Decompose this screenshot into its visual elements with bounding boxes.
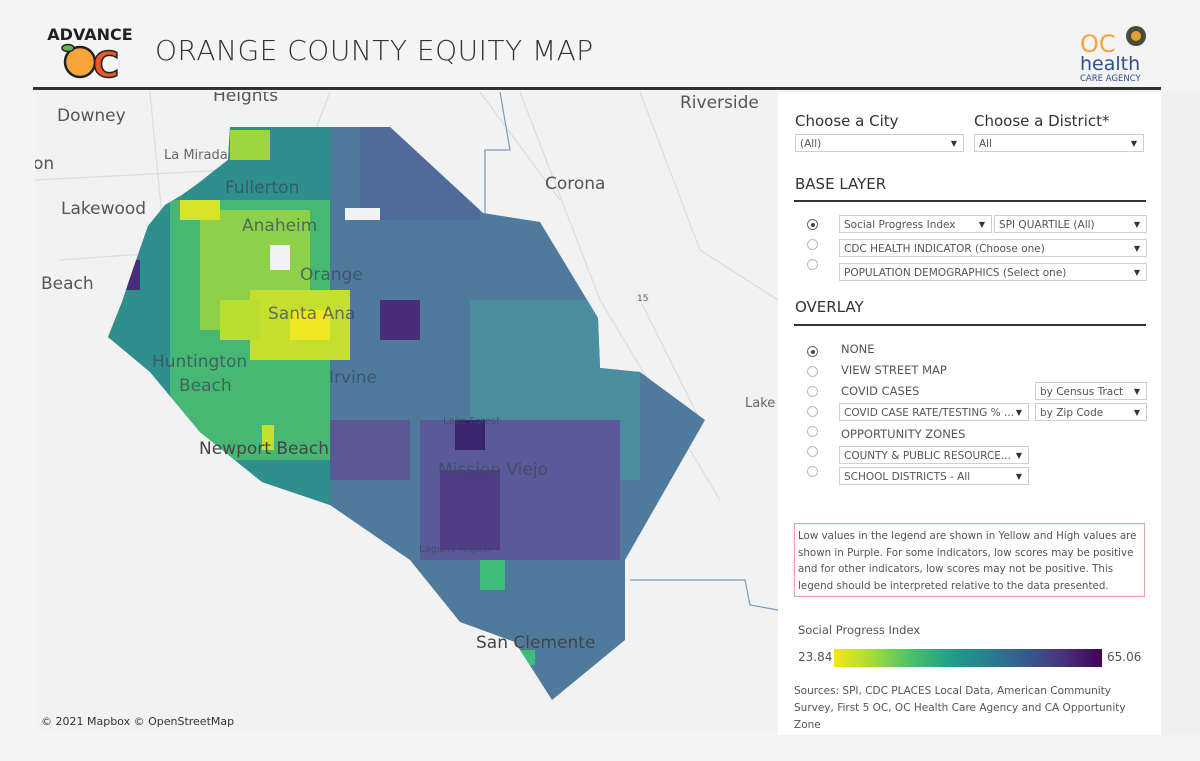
chevron-down-icon: ▼ [1130, 139, 1137, 148]
dropdown-value: COUNTY & PUBLIC RESOURCE... [844, 450, 1011, 462]
base-layer-heading: BASE LAYER [795, 175, 887, 193]
control-panel: Choose a City (All) ▼ Choose a District* … [778, 92, 1161, 735]
population-demographics-dropdown[interactable]: POPULATION DEMOGRAPHICS (Select one) ▼ [839, 263, 1147, 281]
map-label-mission-viejo: Mission Viejo [438, 460, 548, 480]
dropdown-value: by Zip Code [1040, 407, 1104, 419]
right-margin [1161, 92, 1200, 735]
overlay-option-opportunity-zones[interactable]: OPPORTUNITY ZONES [841, 427, 966, 441]
dropdown-value: SCHOOL DISTRICTS - All [844, 471, 971, 483]
equity-map[interactable]: Heights Downey La Mirada on Lakewood Bea… [35, 92, 778, 730]
map-label-lake-e: Lake E [745, 396, 778, 411]
advance-oc-logo: ADVANCE C [47, 25, 132, 80]
chevron-down-icon: ▼ [1133, 220, 1140, 229]
spi-quartile-dropdown[interactable]: SPI QUARTILE (All) ▼ [994, 215, 1147, 233]
overlay-radio-covid-rate[interactable] [807, 406, 818, 417]
legend-min-value: 23.84 [798, 650, 833, 664]
map-label-santa-ana: Santa Ana [268, 304, 356, 324]
chevron-down-icon: ▼ [1133, 244, 1140, 253]
map-label-huntington: Huntington [152, 352, 248, 372]
map-canvas [35, 92, 778, 700]
base-layer-radio-demographics[interactable] [807, 259, 818, 270]
map-label-orange: Orange [300, 265, 363, 285]
map-label-la-mirada: La Mirada [164, 148, 228, 163]
covid-rate-dropdown[interactable]: COVID CASE RATE/TESTING % ... ▼ [839, 403, 1029, 421]
chevron-down-icon: ▼ [1133, 408, 1140, 417]
map-label-anaheim: Anaheim [242, 216, 318, 236]
svg-text:OC: OC [1080, 30, 1116, 58]
overlay-radio-covid-cases[interactable] [807, 386, 818, 397]
overlay-divider [794, 324, 1146, 326]
map-label-san-clemente: San Clemente [476, 633, 596, 653]
oc-health-care-agency-logo: OC health CARE AGENCY [1080, 26, 1146, 84]
dropdown-value: POPULATION DEMOGRAPHICS (Select one) [844, 267, 1067, 279]
cdc-health-indicator-dropdown[interactable]: CDC HEALTH INDICATOR (Choose one) ▼ [839, 239, 1147, 257]
map-label-on: on [35, 154, 55, 174]
dropdown-value: CDC HEALTH INDICATOR (Choose one) [844, 243, 1045, 255]
map-label-irvine: Irvine [329, 368, 378, 388]
map-label-lakewood: Lakewood [61, 199, 147, 219]
overlay-radio-street-map[interactable] [807, 366, 818, 377]
city-dropdown[interactable]: (All) ▼ [795, 134, 964, 152]
public-resources-dropdown[interactable]: COUNTY & PUBLIC RESOURCE... ▼ [839, 446, 1029, 464]
dropdown-value: SPI QUARTILE (All) [999, 219, 1095, 231]
overlay-heading: OVERLAY [795, 298, 864, 316]
legend-color-ramp [834, 649, 1102, 667]
chevron-down-icon: ▼ [1015, 408, 1022, 417]
dropdown-value: Social Progress Index [844, 219, 956, 231]
overlay-radio-none[interactable] [807, 346, 818, 357]
chevron-down-icon: ▼ [1015, 451, 1022, 460]
base-layer-radio-spi[interactable] [807, 219, 818, 230]
sources-text: Sources: SPI, CDC PLACES Local Data, Ame… [794, 685, 1126, 731]
overlay-radio-school-districts[interactable] [807, 466, 818, 477]
census-tracts [108, 127, 705, 700]
chevron-down-icon: ▼ [978, 220, 985, 229]
district-dropdown-value: All [979, 138, 993, 150]
map-label-riverside: Riverside [680, 93, 759, 113]
svg-text:CARE AGENCY: CARE AGENCY [1080, 74, 1141, 84]
overlay-option-street-map[interactable]: VIEW STREET MAP [841, 363, 947, 377]
map-attribution[interactable]: © 2021 Mapbox © OpenStreetMap [41, 715, 235, 728]
interstate-15-shield: 15 [635, 294, 651, 304]
spi-indicator-dropdown[interactable]: Social Progress Index ▼ [839, 215, 992, 233]
map-label-downey: Downey [57, 106, 126, 126]
map-label-beach: Beach [41, 274, 94, 294]
svg-text:health: health [1080, 53, 1140, 75]
map-label-heights: Heights [213, 92, 279, 106]
overlay-radio-opportunity-zones[interactable] [807, 426, 818, 437]
map-label-lake-forest: Lake Forest [443, 416, 501, 427]
legend-title: Social Progress Index [798, 623, 921, 637]
map-label-corona: Corona [545, 174, 606, 194]
city-filter-label: Choose a City [795, 112, 899, 130]
map-label-fullerton: Fullerton [225, 178, 300, 198]
dropdown-value: COVID CASE RATE/TESTING % ... [844, 407, 1014, 419]
svg-text:C: C [93, 45, 119, 80]
legend-note: Low values in the legend are shown in Ye… [794, 523, 1145, 597]
base-layer-divider [794, 200, 1146, 202]
header-divider [33, 87, 1161, 90]
chevron-down-icon: ▼ [950, 139, 957, 148]
city-dropdown-value: (All) [800, 138, 822, 150]
dropdown-value: by Census Tract [1040, 386, 1124, 398]
page-title: ORANGE COUNTY EQUITY MAP [155, 34, 594, 67]
svg-text:ADVANCE: ADVANCE [47, 25, 132, 44]
overlay-option-covid-cases[interactable]: COVID CASES [841, 384, 920, 398]
map-label-laguna-niguel: Laguna Niguel [419, 544, 491, 555]
covid-cases-geography-dropdown[interactable]: by Census Tract ▼ [1035, 382, 1147, 400]
map-label-newport-beach: Newport Beach [199, 439, 329, 459]
school-districts-dropdown[interactable]: SCHOOL DISTRICTS - All ▼ [839, 467, 1029, 485]
chevron-down-icon: ▼ [1133, 387, 1140, 396]
legend-max-value: 65.06 [1107, 650, 1142, 664]
overlay-option-none[interactable]: NONE [841, 342, 875, 356]
map-label-huntington-beach: Beach [179, 376, 232, 396]
chevron-down-icon: ▼ [1015, 472, 1022, 481]
county-border [484, 92, 778, 611]
district-filter-label: Choose a District* [974, 112, 1110, 130]
base-layer-radio-cdc[interactable] [807, 239, 818, 250]
chevron-down-icon: ▼ [1133, 268, 1140, 277]
covid-rate-geography-dropdown[interactable]: by Zip Code ▼ [1035, 403, 1147, 421]
overlay-radio-public-resources[interactable] [807, 446, 818, 457]
district-dropdown[interactable]: All ▼ [974, 134, 1144, 152]
